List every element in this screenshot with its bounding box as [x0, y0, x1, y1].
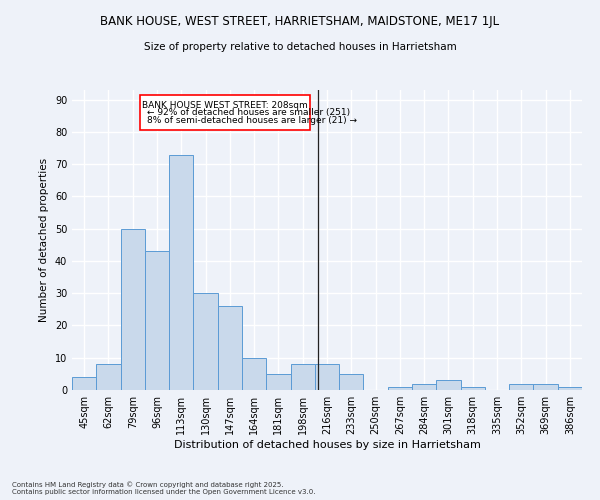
Bar	[72, 377, 96, 390]
Bar	[339, 374, 364, 390]
X-axis label: Distribution of detached houses by size in Harrietsham: Distribution of detached houses by size …	[173, 440, 481, 450]
Bar	[266, 374, 290, 390]
FancyBboxPatch shape	[140, 95, 310, 130]
Bar	[169, 154, 193, 390]
Bar	[242, 358, 266, 390]
Text: BANK HOUSE WEST STREET: 208sqm: BANK HOUSE WEST STREET: 208sqm	[142, 102, 308, 110]
Bar	[558, 387, 582, 390]
Bar	[436, 380, 461, 390]
Bar	[533, 384, 558, 390]
Bar	[412, 384, 436, 390]
Text: Contains HM Land Registry data © Crown copyright and database right 2025.
Contai: Contains HM Land Registry data © Crown c…	[12, 482, 316, 495]
Bar	[96, 364, 121, 390]
Bar	[509, 384, 533, 390]
Bar	[193, 293, 218, 390]
Text: ← 92% of detached houses are smaller (251): ← 92% of detached houses are smaller (25…	[147, 108, 350, 117]
Bar	[290, 364, 315, 390]
Bar	[461, 387, 485, 390]
Bar	[218, 306, 242, 390]
Text: 8% of semi-detached houses are larger (21) →: 8% of semi-detached houses are larger (2…	[147, 116, 357, 126]
Y-axis label: Number of detached properties: Number of detached properties	[39, 158, 49, 322]
Bar	[315, 364, 339, 390]
Text: Size of property relative to detached houses in Harrietsham: Size of property relative to detached ho…	[143, 42, 457, 52]
Bar	[145, 252, 169, 390]
Bar	[121, 228, 145, 390]
Text: BANK HOUSE, WEST STREET, HARRIETSHAM, MAIDSTONE, ME17 1JL: BANK HOUSE, WEST STREET, HARRIETSHAM, MA…	[100, 15, 500, 28]
Bar	[388, 387, 412, 390]
